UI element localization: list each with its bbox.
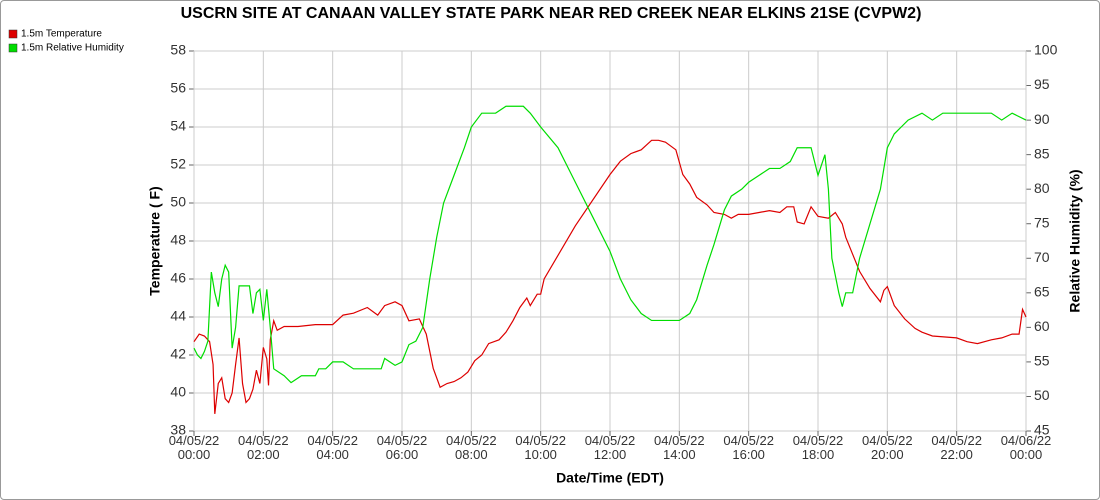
y2-tick-label: 70 xyxy=(1034,249,1050,265)
x-tick-label: 04/05/22 12:00 xyxy=(584,433,636,462)
legend-label: 1.5m Temperature xyxy=(21,29,102,40)
x-tick-label: 04/05/22 04:00 xyxy=(307,433,358,462)
y-tick-label: 58 xyxy=(170,42,186,58)
y2-tick-label: 100 xyxy=(1034,42,1058,58)
x-tick-label: 04/05/22 18:00 xyxy=(792,433,844,462)
x-tick-label: 04/05/22 08:00 xyxy=(446,433,497,462)
y2-tick-label: 55 xyxy=(1034,353,1050,369)
legend-swatch xyxy=(8,43,18,53)
y2-tick-label: 75 xyxy=(1034,214,1050,230)
x-tick-label: 04/05/22 10:00 xyxy=(515,433,566,462)
y-tick-label: 48 xyxy=(170,232,186,248)
y-tick-label: 38 xyxy=(170,422,186,438)
y2-tick-label: 80 xyxy=(1034,180,1050,196)
y-axis-title: Temperature ( F) xyxy=(147,186,163,295)
legend-swatch xyxy=(8,29,18,39)
y-tick-label: 42 xyxy=(170,346,186,362)
y-tick-label: 52 xyxy=(170,156,186,172)
y2-tick-label: 45 xyxy=(1034,422,1050,438)
y2-tick-label: 95 xyxy=(1034,76,1050,92)
y2-axis-title: Relative Humidity (%) xyxy=(1067,169,1083,312)
x-tick-label: 04/05/22 00:00 xyxy=(168,433,220,462)
y-tick-label: 44 xyxy=(170,308,186,324)
data-line xyxy=(193,105,1027,384)
x-tick-label: 04/05/22 06:00 xyxy=(376,433,428,462)
y2-tick-label: 60 xyxy=(1034,318,1050,334)
x-tick-label: 04/05/22 14:00 xyxy=(654,433,705,462)
y-tick-label: 40 xyxy=(170,384,186,400)
x-tick-label: 04/05/22 02:00 xyxy=(238,433,289,462)
y-tick-label: 56 xyxy=(170,80,186,96)
x-tick-label: 04/05/22 22:00 xyxy=(931,433,982,462)
y-tick-label: 50 xyxy=(170,194,186,210)
y-tick-label: 54 xyxy=(170,118,186,134)
y2-tick-label: 50 xyxy=(1034,387,1050,403)
data-line xyxy=(193,139,1027,414)
y2-tick-label: 65 xyxy=(1034,284,1050,300)
legend-label: 1.5m Relative Humidity xyxy=(21,43,124,54)
x-tick-label: 04/06/22 00:00 xyxy=(1000,433,1052,462)
y2-tick-label: 90 xyxy=(1034,111,1050,127)
x-tick-label: 04/05/22 20:00 xyxy=(862,433,913,462)
x-axis-title: Date/Time (EDT) xyxy=(556,470,664,486)
chart-title: USCRN SITE AT CANAAN VALLEY STATE PARK N… xyxy=(181,5,922,22)
x-tick-label: 04/05/22 16:00 xyxy=(723,433,774,462)
y-tick-label: 46 xyxy=(170,270,186,286)
y2-tick-label: 85 xyxy=(1034,145,1050,161)
